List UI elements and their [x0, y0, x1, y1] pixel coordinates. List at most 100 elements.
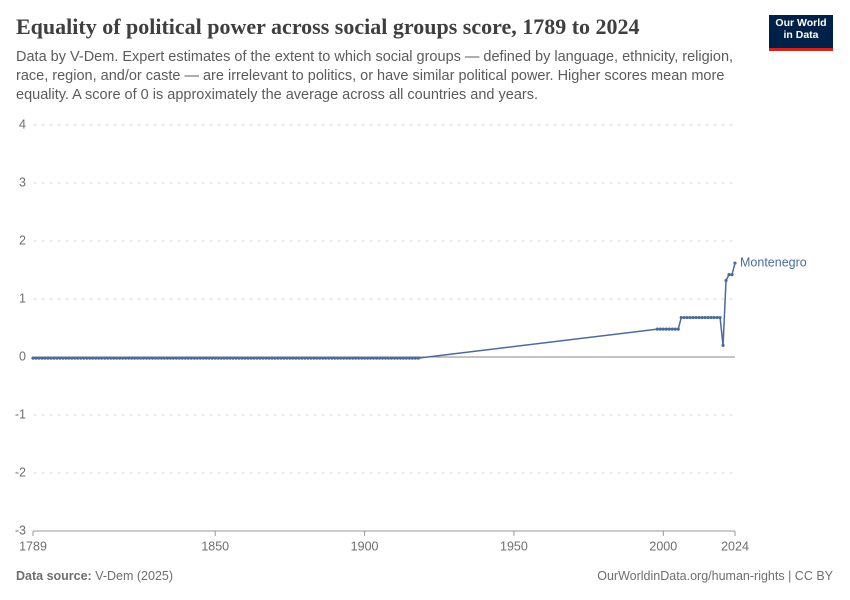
point [324, 356, 328, 360]
chart-title: Equality of political power across socia… [16, 14, 640, 39]
license[interactable]: OurWorldinData.org/human-rights | CC BY [597, 569, 833, 583]
point [261, 356, 265, 360]
point [43, 356, 47, 360]
point [345, 356, 349, 360]
point [109, 356, 113, 360]
point [401, 356, 406, 360]
point [219, 356, 223, 360]
point [712, 315, 716, 320]
logo[interactable]: Our World in Data [769, 15, 833, 51]
point [177, 356, 181, 360]
point [168, 356, 173, 360]
point [664, 327, 668, 331]
point [267, 356, 271, 360]
point [724, 278, 728, 283]
point [97, 356, 101, 360]
point [124, 356, 128, 360]
point [135, 356, 140, 360]
point [682, 315, 686, 320]
logo-line: Our World [775, 17, 827, 29]
point [246, 356, 250, 360]
point [691, 315, 695, 320]
point [359, 356, 364, 360]
point [285, 356, 289, 360]
point [159, 356, 164, 360]
y-tick-label: -2 [15, 465, 26, 479]
point [709, 315, 713, 320]
point [252, 356, 256, 360]
x-tick-label: 1950 [500, 539, 528, 553]
point [255, 356, 259, 360]
point [198, 356, 202, 360]
point [279, 356, 283, 360]
point [374, 356, 379, 360]
point [715, 315, 719, 320]
point [201, 356, 205, 360]
point [106, 356, 110, 360]
series-line [33, 262, 736, 359]
point [100, 356, 104, 360]
point [31, 356, 35, 360]
point [667, 327, 671, 331]
point [297, 356, 301, 360]
point [183, 356, 187, 360]
point [76, 356, 80, 360]
point [733, 261, 737, 265]
point [70, 356, 74, 360]
x-tick-label: 1789 [19, 539, 47, 553]
point [88, 356, 92, 360]
point [153, 356, 158, 360]
point [694, 315, 698, 320]
point [362, 356, 367, 360]
point [407, 356, 411, 360]
point [354, 356, 358, 360]
point [386, 356, 391, 360]
point [661, 327, 665, 331]
point [156, 356, 161, 360]
point [270, 356, 274, 360]
y-tick-label: 3 [19, 175, 26, 189]
source-label: Data source: [16, 569, 92, 583]
y-tick-label: 2 [19, 233, 26, 247]
point [371, 356, 376, 360]
point [121, 356, 125, 360]
y-tick-label: 1 [19, 291, 26, 305]
chart: -3 -2 -1 0 1 2 3 4 1789 1850 1900 1950 2000 2024 Monte… [15, 117, 807, 553]
point [318, 356, 322, 360]
point [727, 273, 731, 277]
point [55, 356, 59, 360]
point [673, 327, 677, 331]
point [174, 356, 178, 360]
point [61, 356, 65, 360]
point [330, 356, 334, 360]
point [273, 356, 277, 360]
point [228, 356, 232, 360]
point [46, 356, 50, 360]
point [413, 356, 417, 360]
point [91, 356, 95, 360]
point [207, 356, 211, 360]
point [706, 315, 710, 320]
point [103, 356, 107, 360]
point [309, 356, 313, 360]
point [52, 356, 56, 360]
point [186, 356, 190, 360]
point [730, 273, 734, 277]
point [410, 356, 414, 360]
point [213, 356, 217, 360]
point [231, 356, 235, 360]
point [240, 356, 244, 360]
point [327, 356, 331, 360]
point [276, 356, 280, 360]
point [294, 356, 298, 360]
point [380, 356, 385, 360]
point [165, 356, 170, 360]
point [333, 356, 337, 360]
point [721, 343, 725, 347]
point [67, 356, 71, 360]
point [234, 356, 238, 360]
point [243, 356, 247, 360]
point [138, 356, 143, 360]
logo-line: in Data [783, 29, 819, 41]
point [222, 356, 226, 360]
